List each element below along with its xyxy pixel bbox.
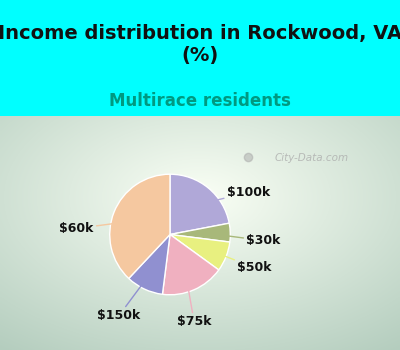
Text: $50k: $50k (205, 248, 272, 274)
Text: $150k: $150k (97, 268, 154, 322)
Wedge shape (162, 234, 219, 295)
Wedge shape (129, 234, 170, 294)
Wedge shape (110, 174, 170, 279)
Text: City-Data.com: City-Data.com (275, 153, 349, 163)
Text: Multirace residents: Multirace residents (109, 92, 291, 110)
Wedge shape (170, 234, 230, 270)
Text: $100k: $100k (194, 186, 270, 206)
Wedge shape (170, 223, 230, 242)
Text: $60k: $60k (59, 221, 135, 235)
Text: Income distribution in Rockwood, VA
(%): Income distribution in Rockwood, VA (%) (0, 25, 400, 65)
Text: $75k: $75k (177, 269, 211, 328)
Text: $30k: $30k (207, 233, 281, 247)
Wedge shape (170, 174, 229, 235)
